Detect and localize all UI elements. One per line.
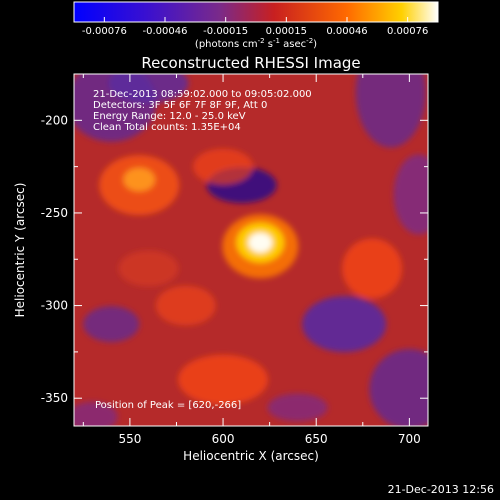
x-axis-label: Heliocentric X (arcsec) [183, 449, 319, 463]
image-region [267, 393, 328, 422]
image-region [248, 232, 273, 253]
heatmap-image [74, 74, 428, 426]
annotation-line: 21-Dec-2013 08:59:02.000 to 09:05:02.000 [93, 89, 312, 100]
annotation-line: Energy Range: 12.0 - 25.0 keV [93, 111, 246, 122]
image-region [342, 238, 403, 299]
colorbar-tick-label: -0.00015 [203, 26, 248, 37]
colorbar [73, 1, 439, 23]
image-region [155, 285, 216, 326]
y-tick-label: -300 [41, 299, 68, 313]
image-region [302, 296, 387, 353]
image-region [178, 354, 269, 405]
image-region [393, 154, 428, 235]
image-region [355, 74, 426, 148]
annotation-line: Clean Total counts: 1.35E+04 [93, 122, 241, 133]
colorbar-units: (photons cm-2 s-1 asec-2) [195, 37, 317, 50]
image-region [83, 306, 140, 343]
annotation-line: Detectors: 3F 5F 6F 7F 8F 9F, Att 0 [93, 100, 267, 111]
image-region [369, 348, 428, 426]
peak-position-label: Position of Peak = [620,-266] [95, 400, 241, 411]
x-tick-label: 550 [118, 432, 141, 446]
axes: 550 600 650 700 -350 -300 -250 -200 [41, 73, 428, 446]
colorbar-tick-label: -0.00076 [82, 26, 127, 37]
y-tick-label: -250 [41, 206, 68, 220]
colorbar-ticks: -0.00076 -0.00046 -0.00015 0.00015 0.00046 0.… [82, 17, 428, 37]
y-tick-label: -200 [41, 113, 68, 127]
y-tick-label: -350 [41, 391, 68, 405]
plot-frame [73, 73, 429, 427]
image-region [193, 148, 254, 185]
timestamp: 21-Dec-2013 12:56 [387, 483, 494, 496]
x-tick-label: 650 [305, 432, 328, 446]
image-region [123, 167, 156, 192]
colorbar-tick-label: 0.00076 [387, 26, 428, 37]
image-region [108, 74, 189, 104]
colorbar-tick-label: -0.00046 [143, 26, 188, 37]
image-region [118, 250, 179, 287]
colorbar-tick-label: 0.00046 [326, 26, 367, 37]
chart-title: Reconstructed RHESSI Image [141, 54, 360, 72]
x-tick-label: 700 [398, 432, 421, 446]
colorbar-tick-label: 0.00015 [266, 26, 307, 37]
x-tick-label: 600 [212, 432, 235, 446]
image-region [74, 401, 118, 426]
annotations: 21-Dec-2013 08:59:02.000 to 09:05:02.000… [93, 89, 312, 411]
y-axis-label: Heliocentric Y (arcsec) [13, 183, 27, 318]
